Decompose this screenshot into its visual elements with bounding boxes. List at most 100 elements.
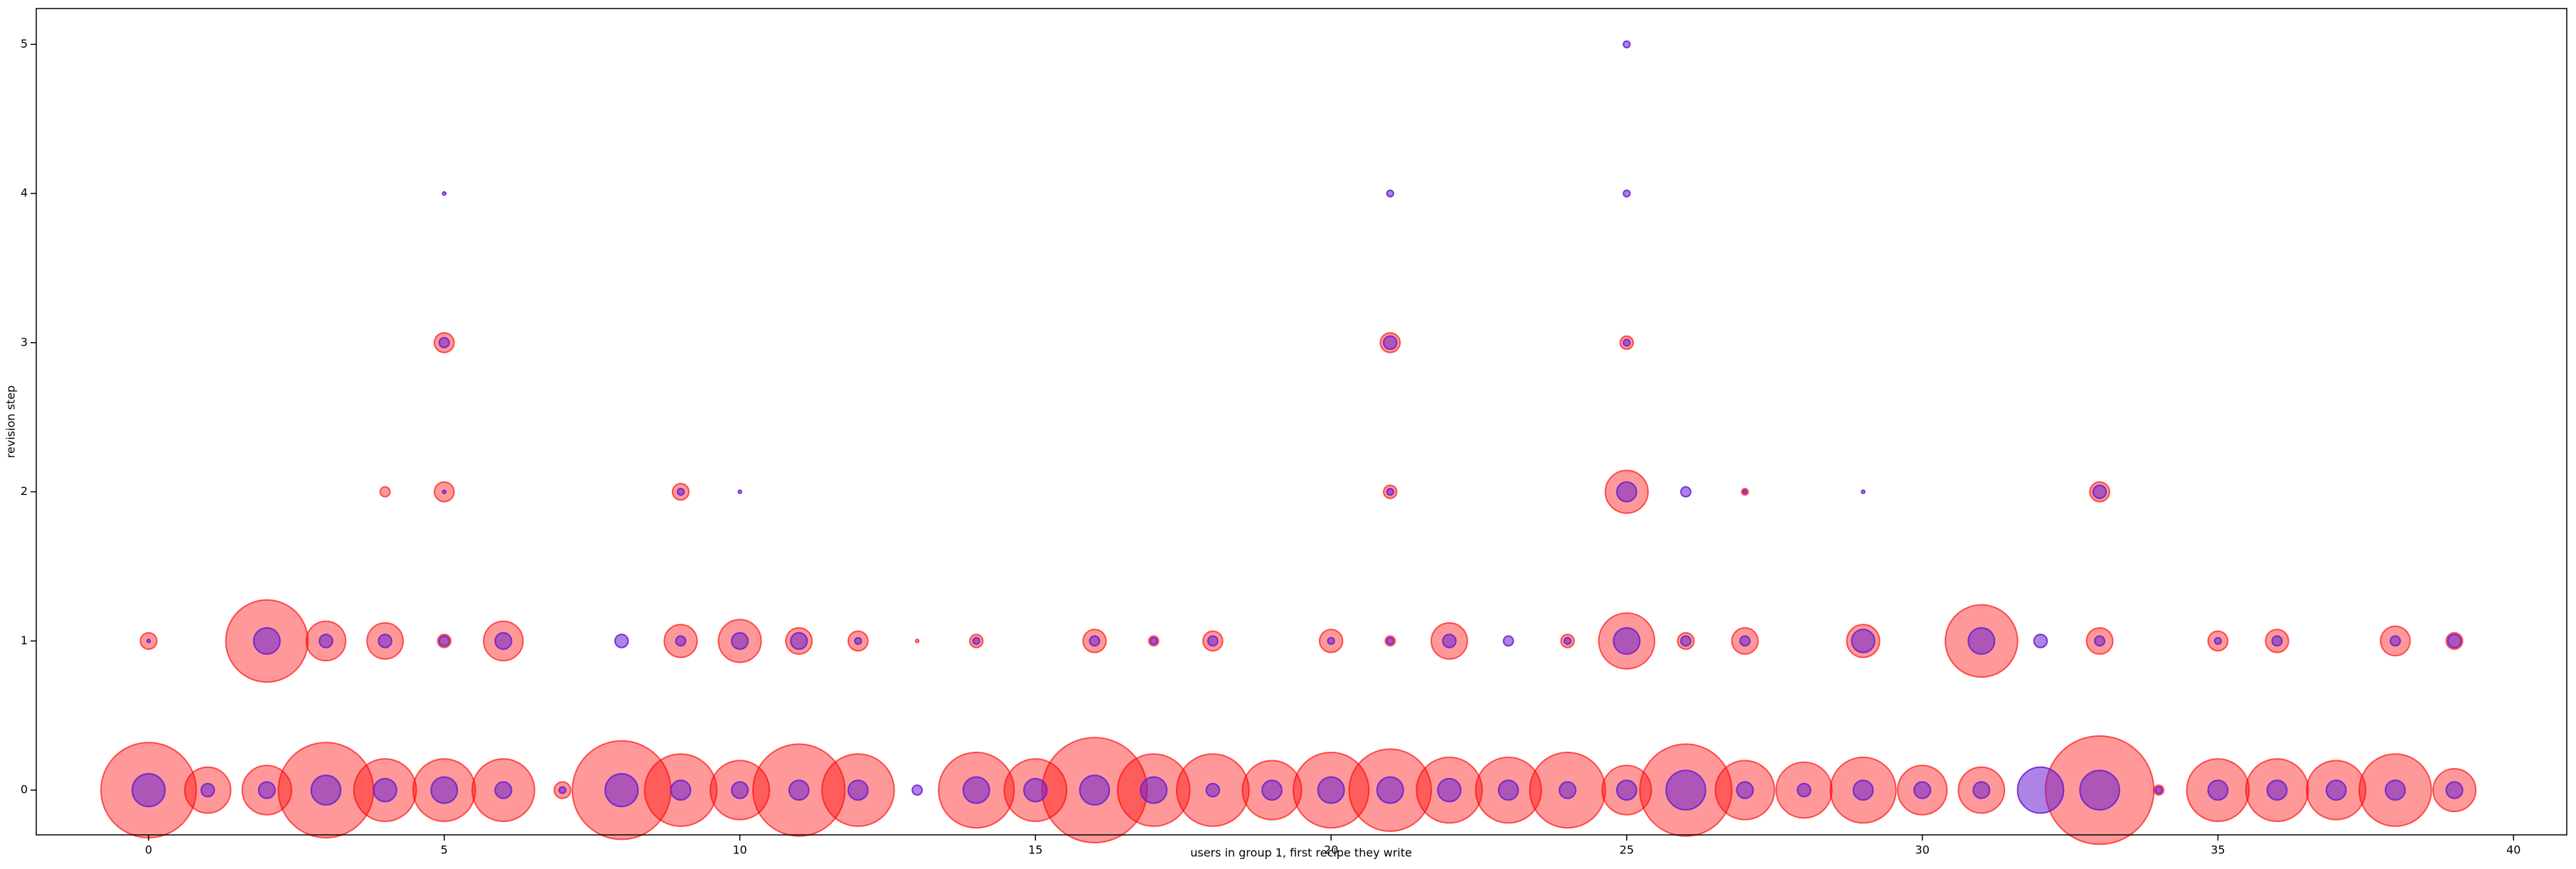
bubble [1382, 335, 1398, 351]
bubble [730, 631, 749, 650]
y-tick-label: 0 [21, 783, 28, 796]
bubble [614, 634, 629, 649]
bubble [1613, 627, 1641, 655]
y-tick-label: 4 [21, 186, 28, 200]
x-tick-label: 15 [1028, 843, 1042, 857]
bubble [310, 774, 342, 806]
bubble [1680, 486, 1691, 498]
bubble [2094, 635, 2106, 647]
bubble [494, 781, 513, 799]
bubble [1089, 635, 1101, 647]
bubble [1386, 189, 1394, 198]
bubble [2207, 779, 2229, 801]
bubble [2325, 779, 2347, 801]
bubble [1327, 636, 1335, 645]
bubble [1852, 779, 1874, 801]
x-tick-label: 25 [1620, 843, 1634, 857]
bubble [2445, 781, 2464, 799]
bubble [2389, 635, 2401, 647]
bubble [1442, 634, 1457, 649]
bubble [257, 781, 276, 799]
bubble [438, 336, 450, 348]
bubble [2266, 779, 2288, 801]
bubble [790, 631, 808, 650]
bubble [1967, 627, 1996, 655]
bubble [2271, 635, 2283, 647]
x-tick-label: 30 [1915, 843, 1929, 857]
bubble [1623, 338, 1631, 347]
bubble [558, 786, 567, 794]
bubble [1680, 635, 1691, 647]
bubble [1972, 781, 1991, 799]
bubble [494, 631, 513, 650]
x-tick-label: 10 [732, 843, 747, 857]
bubble [1913, 781, 1932, 799]
bubble [1861, 489, 1866, 494]
bubble [676, 487, 685, 496]
bubble [1623, 189, 1631, 198]
bubble [379, 486, 391, 498]
bubble [430, 776, 459, 804]
bubble [675, 635, 687, 647]
y-axis-label: revision step [4, 385, 18, 458]
bubble [670, 779, 692, 801]
bubble [1437, 777, 1462, 803]
bubble [1623, 40, 1631, 48]
x-tick-label: 20 [1324, 843, 1338, 857]
bubble [1149, 636, 1158, 645]
bubble [319, 634, 333, 649]
bubble [730, 781, 749, 799]
bubble [788, 779, 810, 801]
bubble [1497, 779, 1519, 801]
bubble [1742, 489, 1748, 494]
x-tick-label: 35 [2211, 843, 2225, 857]
bubble [2213, 636, 2223, 645]
bubble [1564, 636, 1572, 645]
bubble [2092, 484, 2107, 499]
bubble [2033, 634, 2048, 649]
bubble [131, 772, 166, 808]
bubble [373, 777, 397, 803]
bubble [1559, 781, 1577, 799]
y-tick-label: 5 [21, 37, 28, 50]
plot-frame [36, 8, 2567, 836]
bubble [1386, 487, 1394, 496]
bubble [1736, 781, 1754, 799]
bubble [1205, 782, 1221, 798]
bubble [1665, 769, 1706, 811]
bubble [1502, 635, 1514, 647]
bubble [1797, 782, 1812, 798]
bubble [972, 636, 980, 645]
x-tick-label: 40 [2506, 843, 2521, 857]
bubble [1079, 774, 1111, 806]
bubble [442, 191, 447, 196]
bubble [146, 639, 151, 644]
bubble [2154, 786, 2163, 794]
bubble [1386, 636, 1394, 645]
y-tick-label: 3 [21, 335, 28, 348]
bubble [962, 776, 990, 804]
bubble [1023, 777, 1048, 803]
bubble [438, 635, 450, 647]
bubble [847, 779, 869, 801]
bubble [1615, 481, 1637, 503]
bubble [912, 784, 923, 796]
bubble [378, 634, 392, 649]
bubble [1615, 779, 1637, 801]
bubble [252, 627, 281, 655]
x-tick-label: 0 [145, 843, 152, 857]
y-tick-label: 2 [21, 484, 28, 498]
bubble [1261, 779, 1283, 801]
x-tick-label: 5 [441, 843, 448, 857]
bubble [1140, 776, 1168, 804]
bubble [854, 636, 862, 645]
bubble [1317, 776, 1345, 804]
bubble [914, 639, 920, 644]
bubble [604, 772, 639, 808]
bubble [2447, 634, 2462, 649]
bubble [2384, 779, 2406, 801]
bubble [1376, 776, 1404, 804]
y-tick-label: 1 [21, 634, 28, 647]
x-axis-label: users in group 1, first recipe they writ… [1190, 846, 1412, 860]
